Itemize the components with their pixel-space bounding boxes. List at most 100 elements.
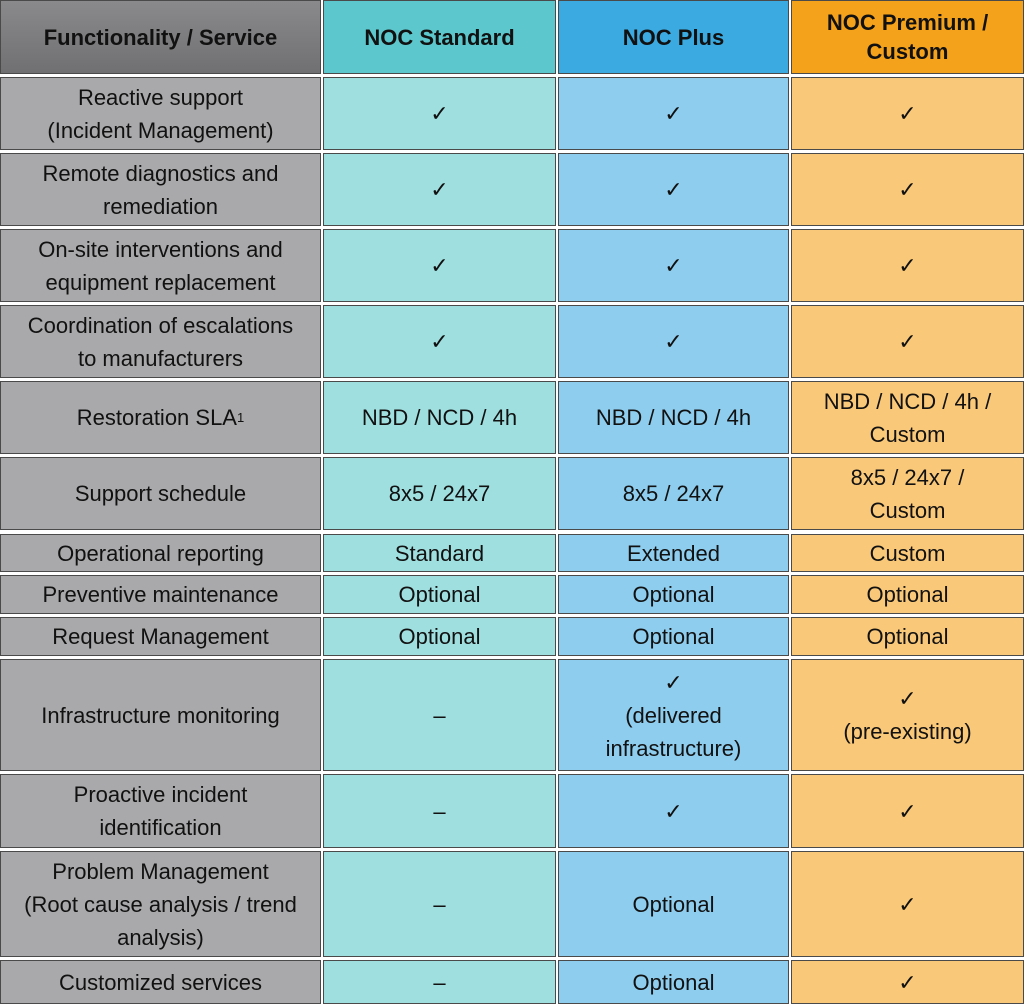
cell-text: Infrastructure monitoring xyxy=(41,702,280,728)
cell-text: ✓ xyxy=(664,177,683,202)
cell-text: Optional xyxy=(632,582,715,607)
header-cell: NOC Plus xyxy=(558,0,789,74)
table-cell: Optional xyxy=(791,575,1024,614)
cell-text: Custom xyxy=(869,540,946,566)
cell-text: NBD / NCD / 4h xyxy=(361,405,518,430)
cell-text: ✓ xyxy=(898,101,917,126)
table-cell: Optional xyxy=(558,960,789,1004)
cell-text: ✓ (pre-existing) xyxy=(843,686,972,744)
cell-text: Optional xyxy=(632,891,715,917)
cell-text: – xyxy=(433,891,446,917)
table-cell: Preventive maintenance xyxy=(0,575,321,614)
table-cell: ✓ xyxy=(323,229,556,302)
table-cell: – xyxy=(323,960,556,1004)
cell-text: ✓ (delivered infrastructure) xyxy=(605,669,742,761)
cell-text: Coordination of escalations to manufactu… xyxy=(27,312,294,371)
table-cell: Customized services xyxy=(0,960,321,1004)
table-cell: – xyxy=(323,774,556,848)
cell-text: ✓ xyxy=(898,969,917,995)
table-cell: Restoration SLA 1 xyxy=(0,381,321,454)
cell-text: ✓ xyxy=(430,329,449,354)
cell-text: ✓ xyxy=(898,329,917,354)
table-cell: Remote diagnostics and remediation xyxy=(0,153,321,226)
cell-text: Optional xyxy=(398,582,481,607)
cell-text: 8x5 / 24x7 xyxy=(622,481,725,506)
cell-text: ✓ xyxy=(664,329,683,354)
table-cell: Custom xyxy=(791,534,1024,572)
cell-text: – xyxy=(433,798,446,824)
header-cell: Functionality / Service xyxy=(0,0,321,74)
cell-text: Request Management xyxy=(52,624,269,649)
cell-text: Remote diagnostics and remediation xyxy=(42,160,279,219)
table-cell: ✓ xyxy=(791,774,1024,848)
cell-text: NOC Standard xyxy=(364,24,515,50)
cell-text: Optional xyxy=(398,624,481,649)
cell-text: Optional xyxy=(866,624,949,649)
table-cell: ✓ xyxy=(791,77,1024,150)
table-cell: Optional xyxy=(558,851,789,957)
cell-text: Preventive maintenance xyxy=(42,582,279,607)
table-cell: 8x5 / 24x7 xyxy=(558,457,789,530)
cell-text: 8x5 / 24x7 xyxy=(388,481,491,506)
table-cell: Optional xyxy=(323,575,556,614)
table-cell: 8x5 / 24x7 / Custom xyxy=(791,457,1024,530)
table-cell: Optional xyxy=(323,617,556,656)
cell-text: Restoration SLA xyxy=(76,405,237,430)
table-cell: Support schedule xyxy=(0,457,321,530)
cell-text: Operational reporting xyxy=(57,540,264,566)
table-cell: ✓ xyxy=(791,305,1024,378)
table-cell: Proactive incident identification xyxy=(0,774,321,848)
cell-text: Problem Management (Root cause analysis … xyxy=(24,858,297,950)
table-cell: Reactive support (Incident Management) xyxy=(0,77,321,150)
cell-text: Extended xyxy=(627,540,720,566)
cell-text: ✓ xyxy=(664,253,683,278)
table-cell: Extended xyxy=(558,534,789,572)
table-cell: Operational reporting xyxy=(0,534,321,572)
table-cell: ✓ (delivered infrastructure) xyxy=(558,659,789,771)
cell-text: – xyxy=(433,969,446,995)
table-cell: Coordination of escalations to manufactu… xyxy=(0,305,321,378)
table-cell: ✓ xyxy=(791,960,1024,1004)
table-cell: Request Management xyxy=(0,617,321,656)
table-cell: On-site interventions and equipment repl… xyxy=(0,229,321,302)
cell-text: ✓ xyxy=(898,253,917,278)
table-cell: ✓ xyxy=(323,153,556,226)
table-cell: ✓ xyxy=(558,774,789,848)
table-cell: ✓ xyxy=(323,305,556,378)
table-cell: – xyxy=(323,851,556,957)
cell-text: ✓ xyxy=(898,891,917,917)
cell-text: ✓ xyxy=(664,798,683,824)
table-cell: NBD / NCD / 4h xyxy=(323,381,556,454)
table-cell: ✓ xyxy=(323,77,556,150)
table-cell: Optional xyxy=(558,575,789,614)
table-cell: ✓ xyxy=(791,851,1024,957)
table-cell: NBD / NCD / 4h xyxy=(558,381,789,454)
table-cell: Optional xyxy=(558,617,789,656)
table-cell: ✓ xyxy=(558,77,789,150)
cell-text: ✓ xyxy=(664,101,683,126)
cell-text: 8x5 / 24x7 / Custom xyxy=(850,464,965,523)
cell-text: Customized services xyxy=(59,969,262,995)
cell-text: Functionality / Service xyxy=(43,24,278,50)
cell-text: ✓ xyxy=(430,253,449,278)
cell-text: ✓ xyxy=(430,177,449,202)
cell-text: ✓ xyxy=(898,177,917,202)
table-cell: ✓ xyxy=(791,153,1024,226)
cell-text: Optional xyxy=(866,582,949,607)
header-cell: NOC Premium / Custom xyxy=(791,0,1024,74)
table-cell: Optional xyxy=(791,617,1024,656)
table-cell: Infrastructure monitoring xyxy=(0,659,321,771)
table-cell: ✓ (pre-existing) xyxy=(791,659,1024,771)
cell-text: On-site interventions and equipment repl… xyxy=(38,236,283,295)
cell-text: ✓ xyxy=(898,798,917,824)
table-cell: Standard xyxy=(323,534,556,572)
cell-text: – xyxy=(433,702,446,728)
cell-text: NBD / NCD / 4h xyxy=(595,405,752,430)
cell-text: NBD / NCD / 4h / Custom xyxy=(823,388,992,447)
cell-text: Proactive incident identification xyxy=(73,782,248,840)
table-cell: ✓ xyxy=(791,229,1024,302)
cell-text: ✓ xyxy=(430,101,449,126)
cell-text: Standard xyxy=(394,540,485,566)
cell-text: Reactive support (Incident Management) xyxy=(47,84,274,143)
cell-text: NOC Premium / Custom xyxy=(826,10,989,64)
